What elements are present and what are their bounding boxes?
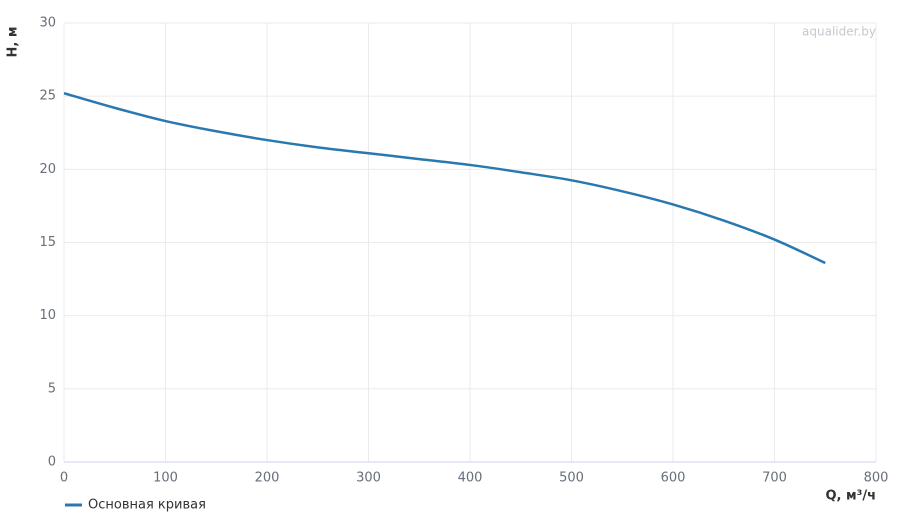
y-tick-label: 20 <box>39 162 56 177</box>
y-tick-label: 10 <box>39 308 56 323</box>
y-tick-label: 30 <box>39 16 56 31</box>
y-tick-label: 5 <box>48 381 56 396</box>
x-tick-label: 300 <box>356 471 381 486</box>
x-tick-label: 100 <box>153 471 178 486</box>
x-tick-label: 200 <box>255 471 280 486</box>
x-tick-label: 700 <box>762 471 787 486</box>
curve <box>63 92 826 265</box>
y-tick-label: 25 <box>39 89 56 104</box>
x-tick-label: 500 <box>559 471 584 486</box>
x-tick-label: 400 <box>458 471 483 486</box>
x-tick-label: 0 <box>60 471 68 486</box>
legend-label: Основная кривая <box>88 498 206 513</box>
y-axis-label: H, м <box>6 27 21 58</box>
y-tick-label: 0 <box>48 455 56 470</box>
y-tick-label: 15 <box>39 235 56 250</box>
x-tick-label: 800 <box>864 471 889 486</box>
x-axis-label: Q, м³/ч <box>825 489 876 504</box>
x-tick-label: 600 <box>661 471 686 486</box>
watermark: aqualider.by <box>802 25 876 39</box>
